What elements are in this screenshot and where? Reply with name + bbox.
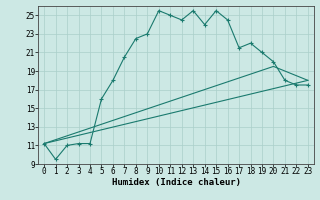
X-axis label: Humidex (Indice chaleur): Humidex (Indice chaleur): [111, 178, 241, 187]
